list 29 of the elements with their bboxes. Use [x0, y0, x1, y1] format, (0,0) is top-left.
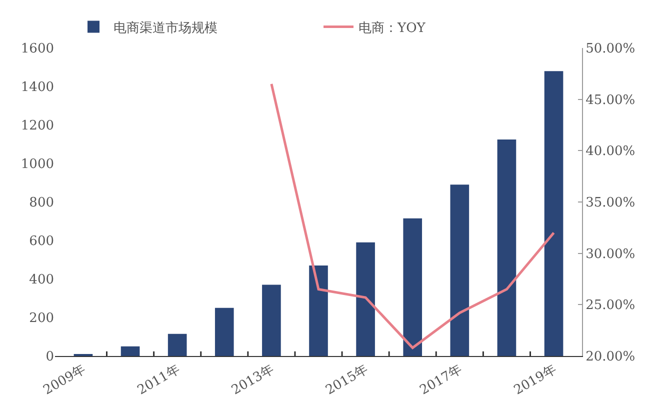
bar [497, 139, 516, 356]
legend-label: 电商渠道市场规模 [114, 20, 218, 36]
legend-label: 电商：YOY [358, 20, 426, 36]
y-tick-label: 1200 [20, 118, 54, 134]
bar [214, 308, 234, 356]
y-tick-label: 0 [46, 350, 54, 365]
y-tick-label: 200 [29, 311, 54, 326]
y2-tick-label: 40.00% [586, 144, 636, 160]
y2-tick-label: 25.00% [586, 298, 636, 314]
y2-tick-label: 50.00% [586, 42, 636, 57]
y2-tick-label: 30.00% [586, 246, 636, 262]
y-tick-label: 1400 [20, 80, 54, 96]
bar [262, 284, 281, 356]
y2-tick-label: 20.00% [586, 350, 636, 365]
y-tick-label: 800 [29, 196, 54, 211]
y-tick-label: 600 [29, 234, 54, 250]
y-tick-label: 400 [29, 272, 54, 288]
y-tick-label: 1600 [20, 42, 54, 57]
bar [120, 346, 140, 356]
bar [356, 242, 375, 356]
line-series [270, 82, 556, 350]
bar [544, 71, 564, 356]
bar [168, 334, 187, 356]
y2-tick-label: 45.00% [586, 92, 636, 108]
bar [450, 184, 470, 356]
y2-tick-label: 35.00% [586, 196, 636, 211]
bar [309, 266, 328, 356]
bar [403, 218, 422, 356]
y-tick-label: 1000 [20, 157, 54, 172]
